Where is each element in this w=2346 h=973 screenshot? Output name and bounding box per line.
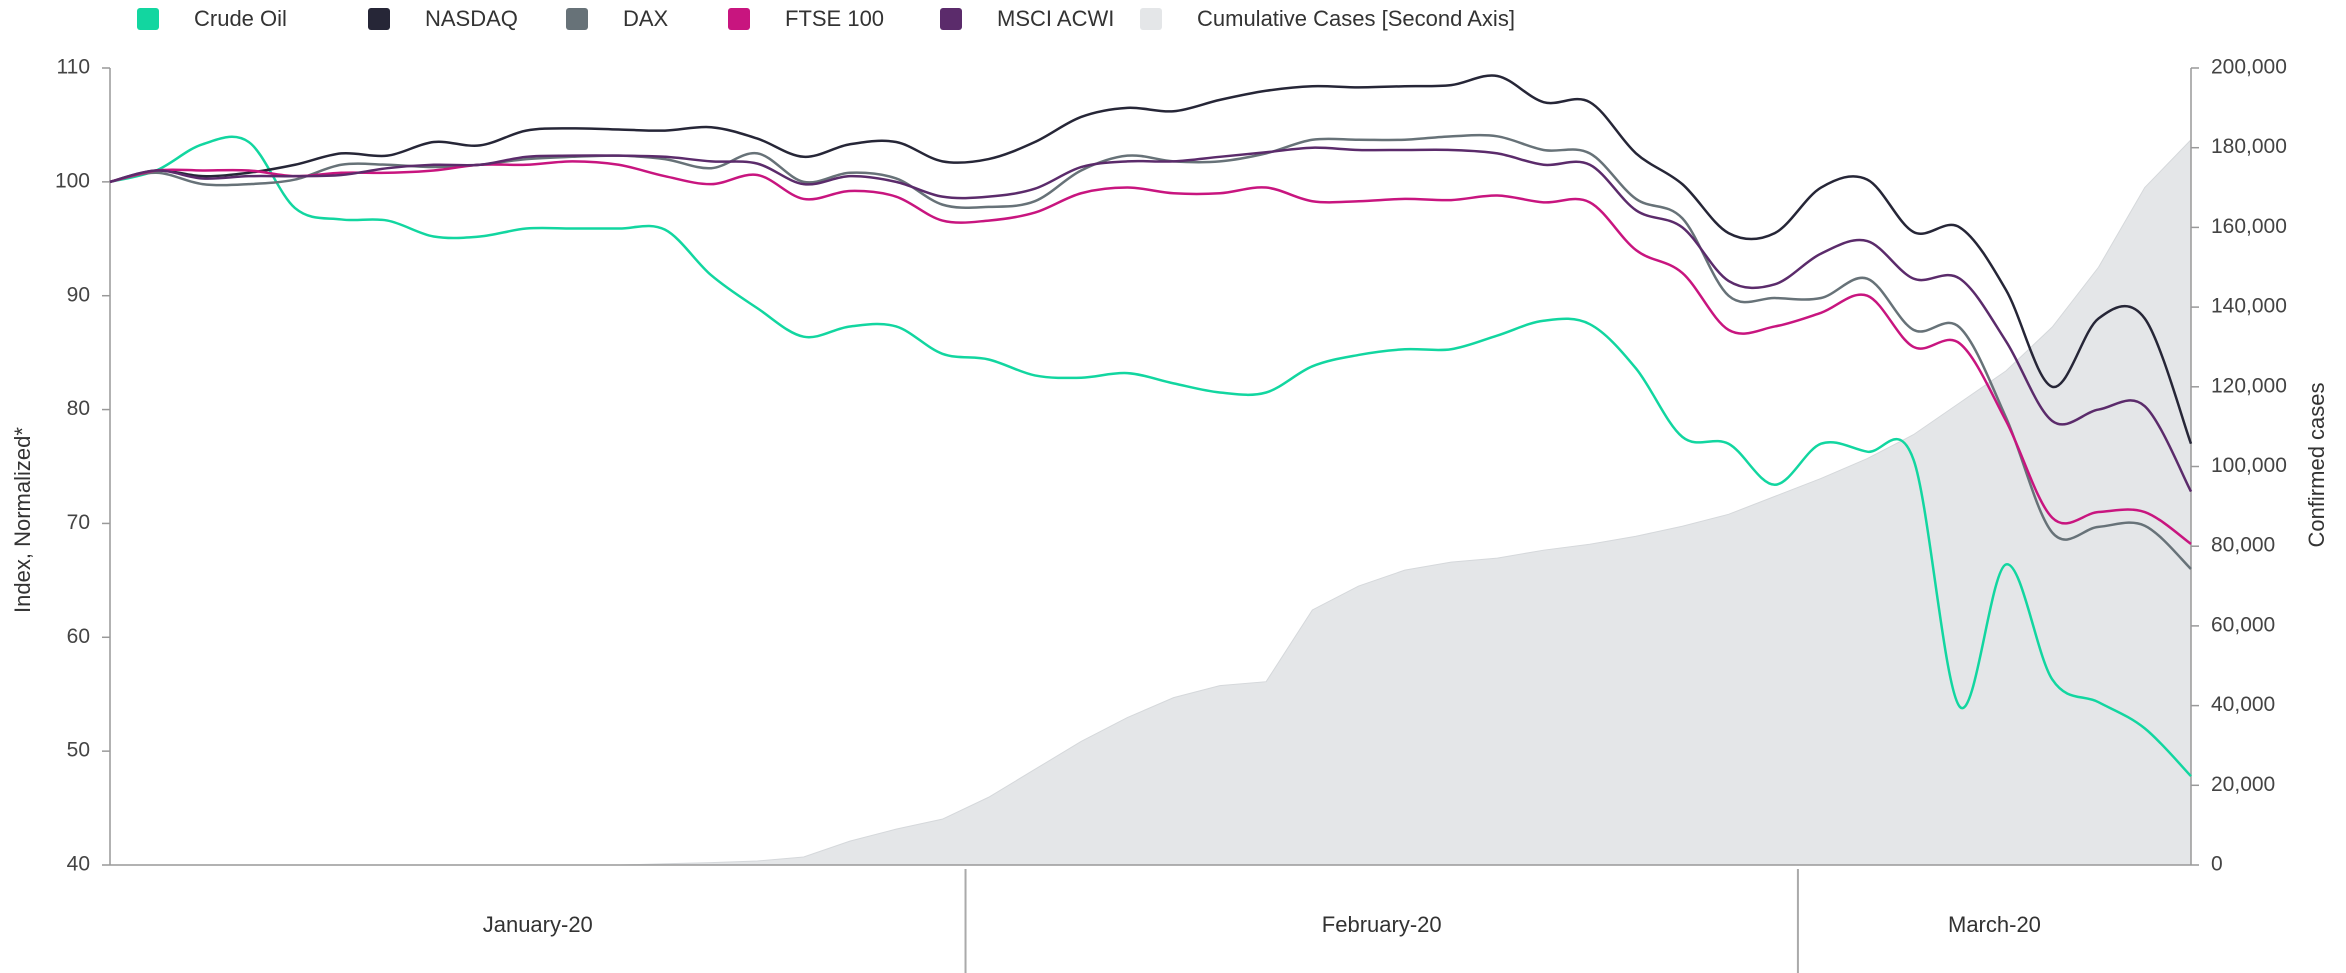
y2-tick-label: 200,000: [2211, 56, 2287, 79]
y2-tick-label: 120,000: [2211, 374, 2287, 397]
legend-swatch: [368, 8, 390, 30]
legend-label: DAX: [623, 6, 669, 31]
y2-tick-label: 160,000: [2211, 215, 2287, 238]
legend-swatch: [566, 8, 588, 30]
y-axis-label: Index, Normalized*: [10, 427, 35, 613]
y2-tick-label: 140,000: [2211, 295, 2287, 318]
y2-tick-label: 20,000: [2211, 773, 2275, 796]
y-tick-label: 60: [67, 625, 90, 648]
y-tick-label: 70: [67, 511, 90, 534]
line: [109, 146, 2193, 493]
legend-swatch: [728, 8, 750, 30]
legend-label: NASDAQ: [425, 6, 518, 31]
y2-tick-label: 60,000: [2211, 613, 2275, 636]
legend-label: FTSE 100: [785, 6, 884, 31]
y-tick-label: 110: [57, 56, 90, 79]
x-group-label: March-20: [1948, 912, 2041, 937]
y-tick-label: 50: [67, 739, 90, 762]
line: [109, 135, 2192, 778]
legend-swatch: [137, 8, 159, 30]
y-tick-label: 100: [55, 169, 90, 192]
y2-tick-label: 0: [2211, 853, 2223, 876]
y2-tick-label: 40,000: [2211, 693, 2275, 716]
y-tick-label: 80: [67, 397, 90, 420]
legend-label: Crude Oil: [194, 6, 287, 31]
y-tick-label: 90: [67, 283, 90, 306]
legend-swatch: [940, 8, 962, 30]
y2-axis-label: Confirmed cases: [2304, 382, 2329, 547]
y2-tick-label: 180,000: [2211, 135, 2287, 158]
y-tick-label: 40: [67, 853, 90, 876]
line: [109, 74, 2193, 445]
x-group-label: February-20: [1322, 912, 1442, 937]
legend-swatch: [1140, 8, 1162, 30]
legend-label: Cumulative Cases [Second Axis]: [1197, 6, 1515, 31]
y2-tick-label: 100,000: [2211, 454, 2287, 477]
legend-label: MSCI ACWI: [997, 6, 1114, 31]
x-group-label: January-20: [483, 912, 593, 937]
y2-tick-label: 80,000: [2211, 534, 2275, 557]
